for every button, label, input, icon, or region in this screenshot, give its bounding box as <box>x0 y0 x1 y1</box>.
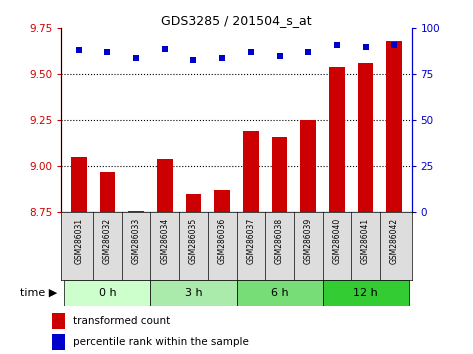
Point <box>391 42 398 48</box>
Bar <box>157 159 173 212</box>
Bar <box>71 157 87 212</box>
Bar <box>323 280 409 306</box>
Point <box>333 42 341 48</box>
Text: 0 h: 0 h <box>98 288 116 298</box>
Text: 6 h: 6 h <box>271 288 289 298</box>
Bar <box>300 120 316 212</box>
Point <box>219 55 226 61</box>
Point <box>305 50 312 55</box>
Text: GSM286032: GSM286032 <box>103 218 112 264</box>
Text: GSM286040: GSM286040 <box>333 218 342 264</box>
Bar <box>236 280 323 306</box>
Bar <box>64 280 150 306</box>
Point <box>75 47 82 53</box>
Bar <box>128 211 144 212</box>
Bar <box>329 67 345 212</box>
Point <box>247 50 254 55</box>
Point <box>362 44 369 50</box>
Text: GSM286034: GSM286034 <box>160 218 169 264</box>
Text: time ▶: time ▶ <box>19 288 57 298</box>
Text: GSM286039: GSM286039 <box>304 218 313 264</box>
Bar <box>386 41 402 212</box>
Bar <box>99 172 115 212</box>
Bar <box>150 280 236 306</box>
Text: 3 h: 3 h <box>184 288 202 298</box>
Bar <box>214 190 230 212</box>
Text: GSM286041: GSM286041 <box>361 218 370 264</box>
Text: GSM286036: GSM286036 <box>218 218 227 264</box>
Bar <box>272 137 288 212</box>
Text: GSM286031: GSM286031 <box>74 218 83 264</box>
Bar <box>185 194 201 212</box>
Bar <box>243 131 259 212</box>
Text: GSM286038: GSM286038 <box>275 218 284 264</box>
Point <box>104 50 111 55</box>
Point <box>132 55 140 61</box>
Text: transformed count: transformed count <box>73 316 171 326</box>
Point <box>276 53 283 59</box>
Text: percentile rank within the sample: percentile rank within the sample <box>73 337 249 347</box>
Text: GSM286037: GSM286037 <box>246 218 255 264</box>
Bar <box>358 63 374 212</box>
Bar <box>52 313 65 329</box>
Bar <box>52 334 65 350</box>
Point <box>161 46 168 51</box>
Point <box>190 57 197 62</box>
Text: GSM286042: GSM286042 <box>390 218 399 264</box>
Title: GDS3285 / 201504_s_at: GDS3285 / 201504_s_at <box>161 14 312 27</box>
Text: GSM286033: GSM286033 <box>131 218 140 264</box>
Text: GSM286035: GSM286035 <box>189 218 198 264</box>
Text: 12 h: 12 h <box>353 288 378 298</box>
